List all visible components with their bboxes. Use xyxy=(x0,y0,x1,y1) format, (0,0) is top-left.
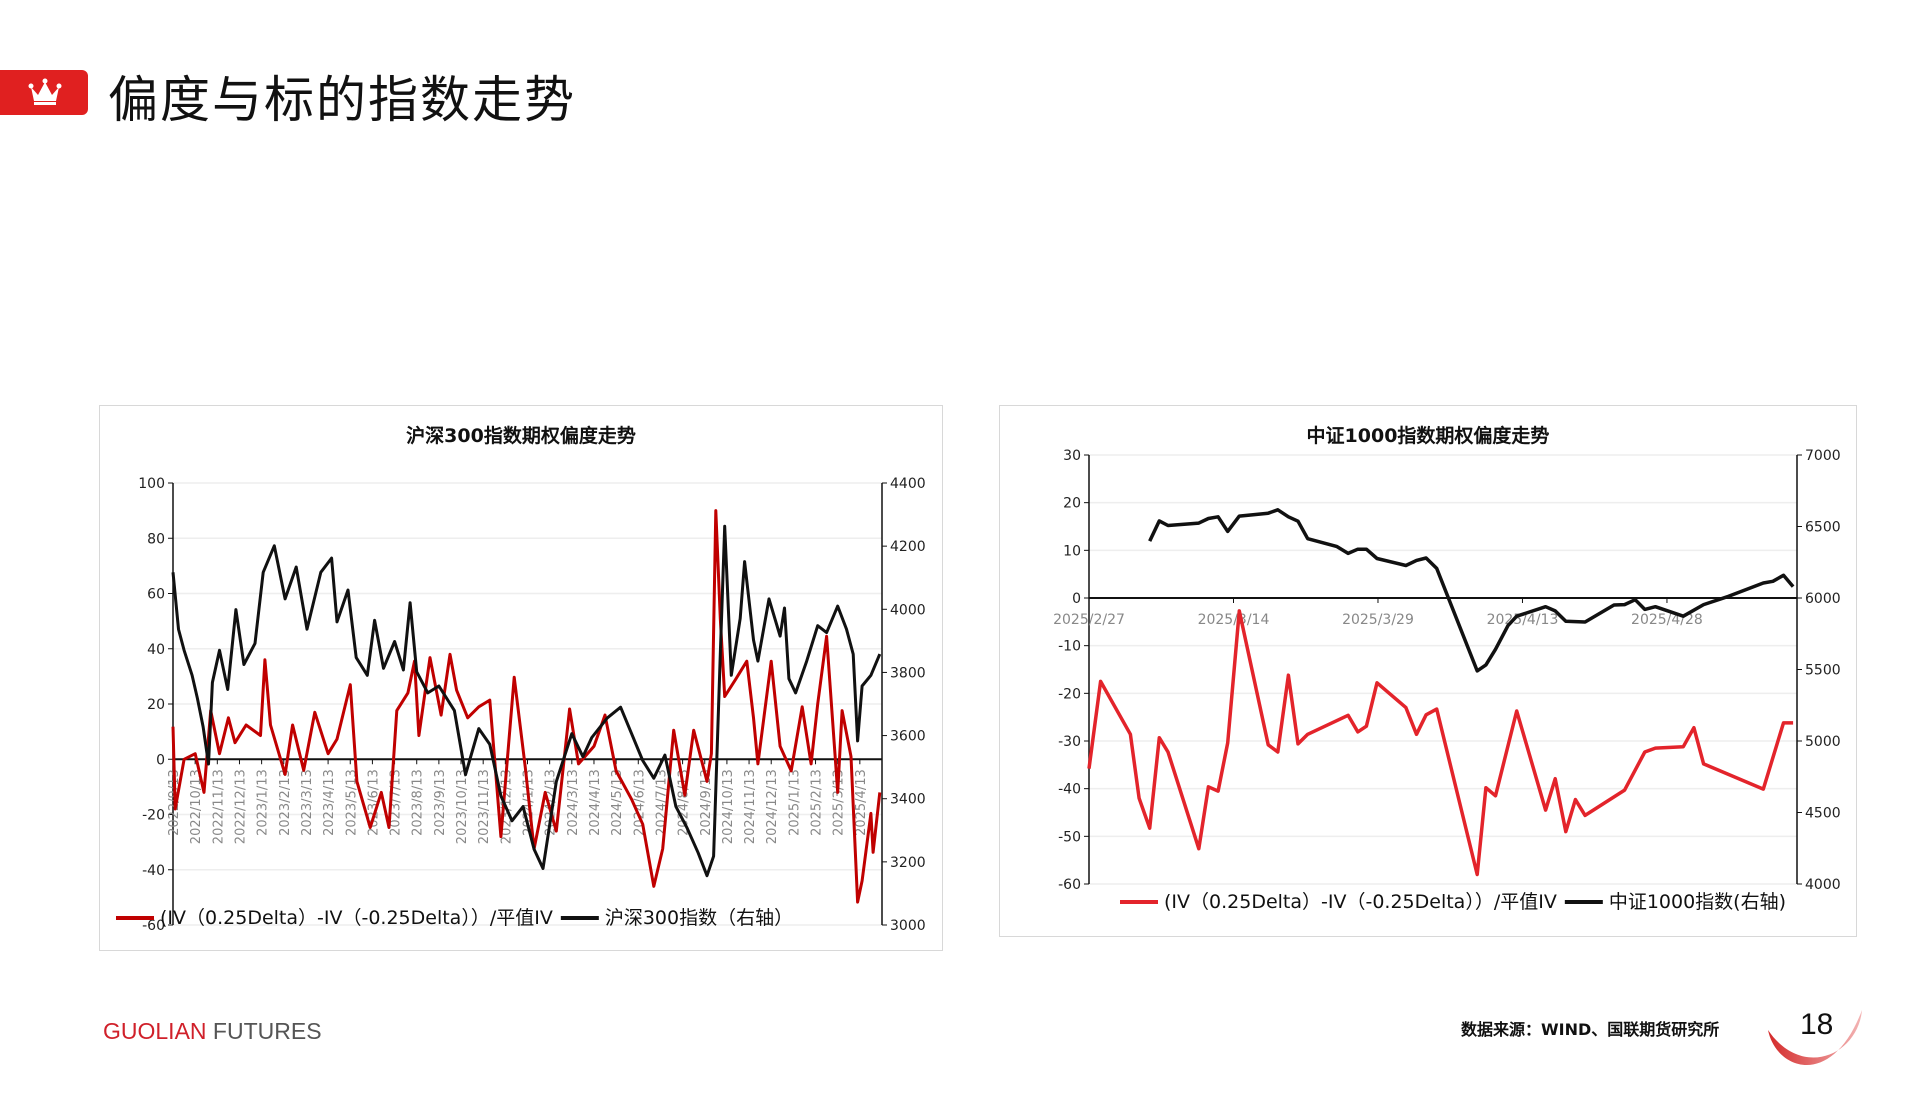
x-tick-label: 2023/8/13 xyxy=(411,769,426,836)
header-badge xyxy=(0,70,88,115)
csi1000-skew-chart: 中证1000指数期权偏度走势 30 20 10 0 -10 -20 -30 -40 -50 -60 7… xyxy=(999,405,1857,937)
y2-tick-label: 7000 xyxy=(1805,448,1841,464)
x-tick-label: 2024/10/13 xyxy=(721,769,736,844)
y2-tick-label: 4400 xyxy=(890,476,926,492)
y-tick-label: 30 xyxy=(1063,448,1081,464)
x-tick-label: 2023/11/13 xyxy=(477,769,492,844)
y-tick-label: 20 xyxy=(147,697,165,713)
page-number: 18 xyxy=(1800,1008,1834,1041)
x-tick-label: 2025/1/13 xyxy=(787,769,802,836)
index-series-line xyxy=(171,524,882,878)
y-tick-label: -20 xyxy=(142,808,165,824)
y-tick-label: -60 xyxy=(142,918,165,934)
y2-tick-label: 6000 xyxy=(1805,591,1841,607)
y2-tick-label: 4000 xyxy=(1805,877,1841,893)
x-tick-label: 2022/11/13 xyxy=(211,769,226,844)
x-tick-label: 2025/3/29 xyxy=(1342,612,1414,628)
y-tick-label: -50 xyxy=(1058,829,1081,845)
page-title: 偏度与标的指数走势 xyxy=(108,71,576,129)
brand-red: GUOLIAN xyxy=(103,1018,207,1044)
x-tick-label: 2025/2/27 xyxy=(1053,612,1125,628)
y2-tick-label: 4500 xyxy=(1805,806,1841,822)
x-tick-label: 2024/4/13 xyxy=(588,769,603,836)
y2-tick-label: 5000 xyxy=(1805,734,1841,750)
y-tick-label: -30 xyxy=(1058,734,1081,750)
csi1000-chart-svg: 中证1000指数期权偏度走势 30 20 10 0 -10 -20 -30 -40 -50 -60 7… xyxy=(1053,424,1841,913)
x-tick-label: 2025/4/28 xyxy=(1631,612,1703,628)
y-tick-label: -10 xyxy=(1058,639,1081,655)
x-tick-label: 2023/5/13 xyxy=(344,769,359,836)
index-series-line xyxy=(1148,508,1795,673)
y-tick-label: -60 xyxy=(1058,877,1081,893)
y2-tick-label: 3800 xyxy=(890,665,926,681)
y2-tick-label: 3400 xyxy=(890,792,926,808)
x-tick-label: 2022/10/13 xyxy=(189,769,204,844)
legend-label: 中证1000指数(右轴) xyxy=(1609,891,1786,913)
y-tick-label: -20 xyxy=(1058,686,1081,702)
y-tick-label: 20 xyxy=(1063,496,1081,512)
legend-label: 沪深300指数（右轴） xyxy=(605,907,793,929)
x-tick-label: 2024/11/13 xyxy=(743,769,758,844)
x-tick-label: 2023/2/13 xyxy=(278,769,293,836)
y2-tick-label: 3600 xyxy=(890,729,926,745)
x-tick-label: 2024/3/13 xyxy=(566,769,581,836)
x-tick-label: 2024/9/13 xyxy=(699,769,714,836)
y2-tick-label: 3000 xyxy=(890,918,926,934)
skew-series-line xyxy=(1087,609,1794,877)
chart-title: 沪深300指数期权偏度走势 xyxy=(406,424,636,447)
x-tick-label: 2023/10/13 xyxy=(455,769,470,844)
y2-tick-label: 4000 xyxy=(890,602,926,618)
y-tick-label: 0 xyxy=(1072,591,1081,607)
x-tick-label: 2025/4/13 xyxy=(854,769,869,836)
x-tick-label: 2025/4/13 xyxy=(1487,612,1559,628)
csi300-skew-chart: 沪深300指数期权偏度走势 100 80 60 40 20 0 -20 -40 -60 4400 42… xyxy=(99,405,943,951)
x-tick-label: 2023/9/13 xyxy=(433,769,448,836)
x-tick-label: 2025/2/13 xyxy=(810,769,825,836)
x-tick-label: 2024/8/13 xyxy=(677,769,692,836)
brand-logo: GUOLIAN FUTURES xyxy=(103,1018,322,1045)
x-tick-label: 2023/6/13 xyxy=(366,769,381,836)
csi300-chart-svg: 沪深300指数期权偏度走势 100 80 60 40 20 0 -20 -40 -60 4400 42… xyxy=(116,424,926,934)
x-tick-label: 2024/5/13 xyxy=(610,769,625,836)
y-tick-label: 80 xyxy=(147,531,165,547)
x-tick-label: 2025/3/14 xyxy=(1198,612,1270,628)
y2-tick-label: 6500 xyxy=(1805,520,1841,536)
x-tick-label: 2023/1/13 xyxy=(256,769,271,836)
y-tick-label: -40 xyxy=(142,863,165,879)
data-source: 数据来源：WIND、国联期货研究所 xyxy=(1461,1020,1720,1039)
x-tick-label: 2022/12/13 xyxy=(233,769,248,844)
x-tick-label: 2024/6/13 xyxy=(632,769,647,836)
y2-tick-label: 4200 xyxy=(890,539,926,555)
y-tick-label: 0 xyxy=(156,752,165,768)
y-tick-label: 40 xyxy=(147,642,165,658)
y-tick-label: 10 xyxy=(1063,543,1081,559)
y-tick-label: 60 xyxy=(147,587,165,603)
crown-icon xyxy=(28,78,62,105)
x-tick-label: 2023/4/13 xyxy=(322,769,337,836)
x-tick-label: 2023/3/13 xyxy=(300,769,315,836)
y2-tick-label: 3200 xyxy=(890,855,926,871)
y2-tick-label: 5500 xyxy=(1805,663,1841,679)
y-tick-label: -40 xyxy=(1058,782,1081,798)
y-tick-label: 100 xyxy=(138,476,165,492)
x-tick-label: 2024/12/13 xyxy=(765,769,780,844)
chart-title: 中证1000指数期权偏度走势 xyxy=(1307,424,1550,447)
brand-gray: FUTURES xyxy=(212,1018,322,1044)
legend-label: (IV（0.25Delta）-IV（-0.25Delta））/平值IV xyxy=(1164,891,1557,913)
x-tick-label: 2025/3/13 xyxy=(832,769,847,836)
legend-label: (IV（0.25Delta）-IV（-0.25Delta））/平值IV xyxy=(160,907,553,929)
